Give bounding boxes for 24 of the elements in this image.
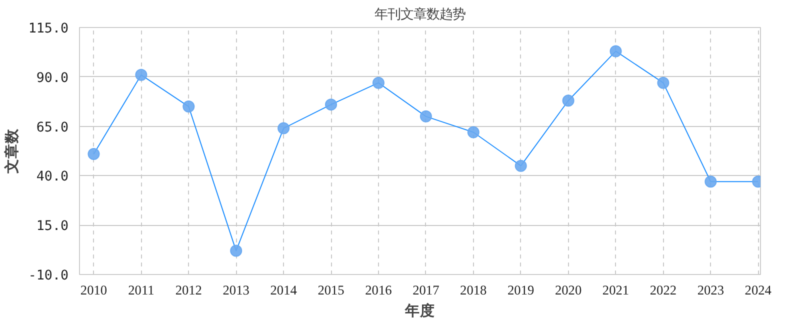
- y-tick-label: 65.0: [36, 120, 69, 136]
- chart-title: 年刊文章数趋势: [374, 8, 466, 22]
- x-tick-label: 2015: [318, 282, 345, 298]
- x-tick-label: 2011: [128, 282, 154, 298]
- x-tick-label: 2017: [412, 282, 440, 298]
- x-tick-label: 2012: [175, 282, 202, 298]
- x-axis-title: 年度: [404, 302, 435, 320]
- y-tick-label: 15.0: [36, 219, 69, 234]
- x-tick-label: 2022: [650, 282, 677, 298]
- x-tick-label: 2010: [80, 282, 108, 298]
- x-tick-label: 2024: [744, 282, 772, 298]
- y-tick-label: 40.0: [36, 170, 69, 185]
- y-axis-title: 文章数: [2, 128, 20, 174]
- y-tick-label: 115.0: [28, 22, 69, 36]
- y-tick-label: -10.0: [28, 268, 69, 284]
- y-tick-label: 90.0: [36, 70, 69, 86]
- x-tick-label: 2013: [222, 282, 250, 298]
- x-tick-label: 2019: [508, 282, 535, 298]
- x-tick-label: 2014: [270, 282, 298, 298]
- x-tick-label: 2018: [460, 282, 488, 298]
- x-tick-label: 2021: [602, 282, 630, 298]
- x-tick-label: 2020: [554, 282, 582, 298]
- x-tick-label: 2023: [697, 282, 724, 298]
- x-tick-label: 2016: [365, 282, 392, 298]
